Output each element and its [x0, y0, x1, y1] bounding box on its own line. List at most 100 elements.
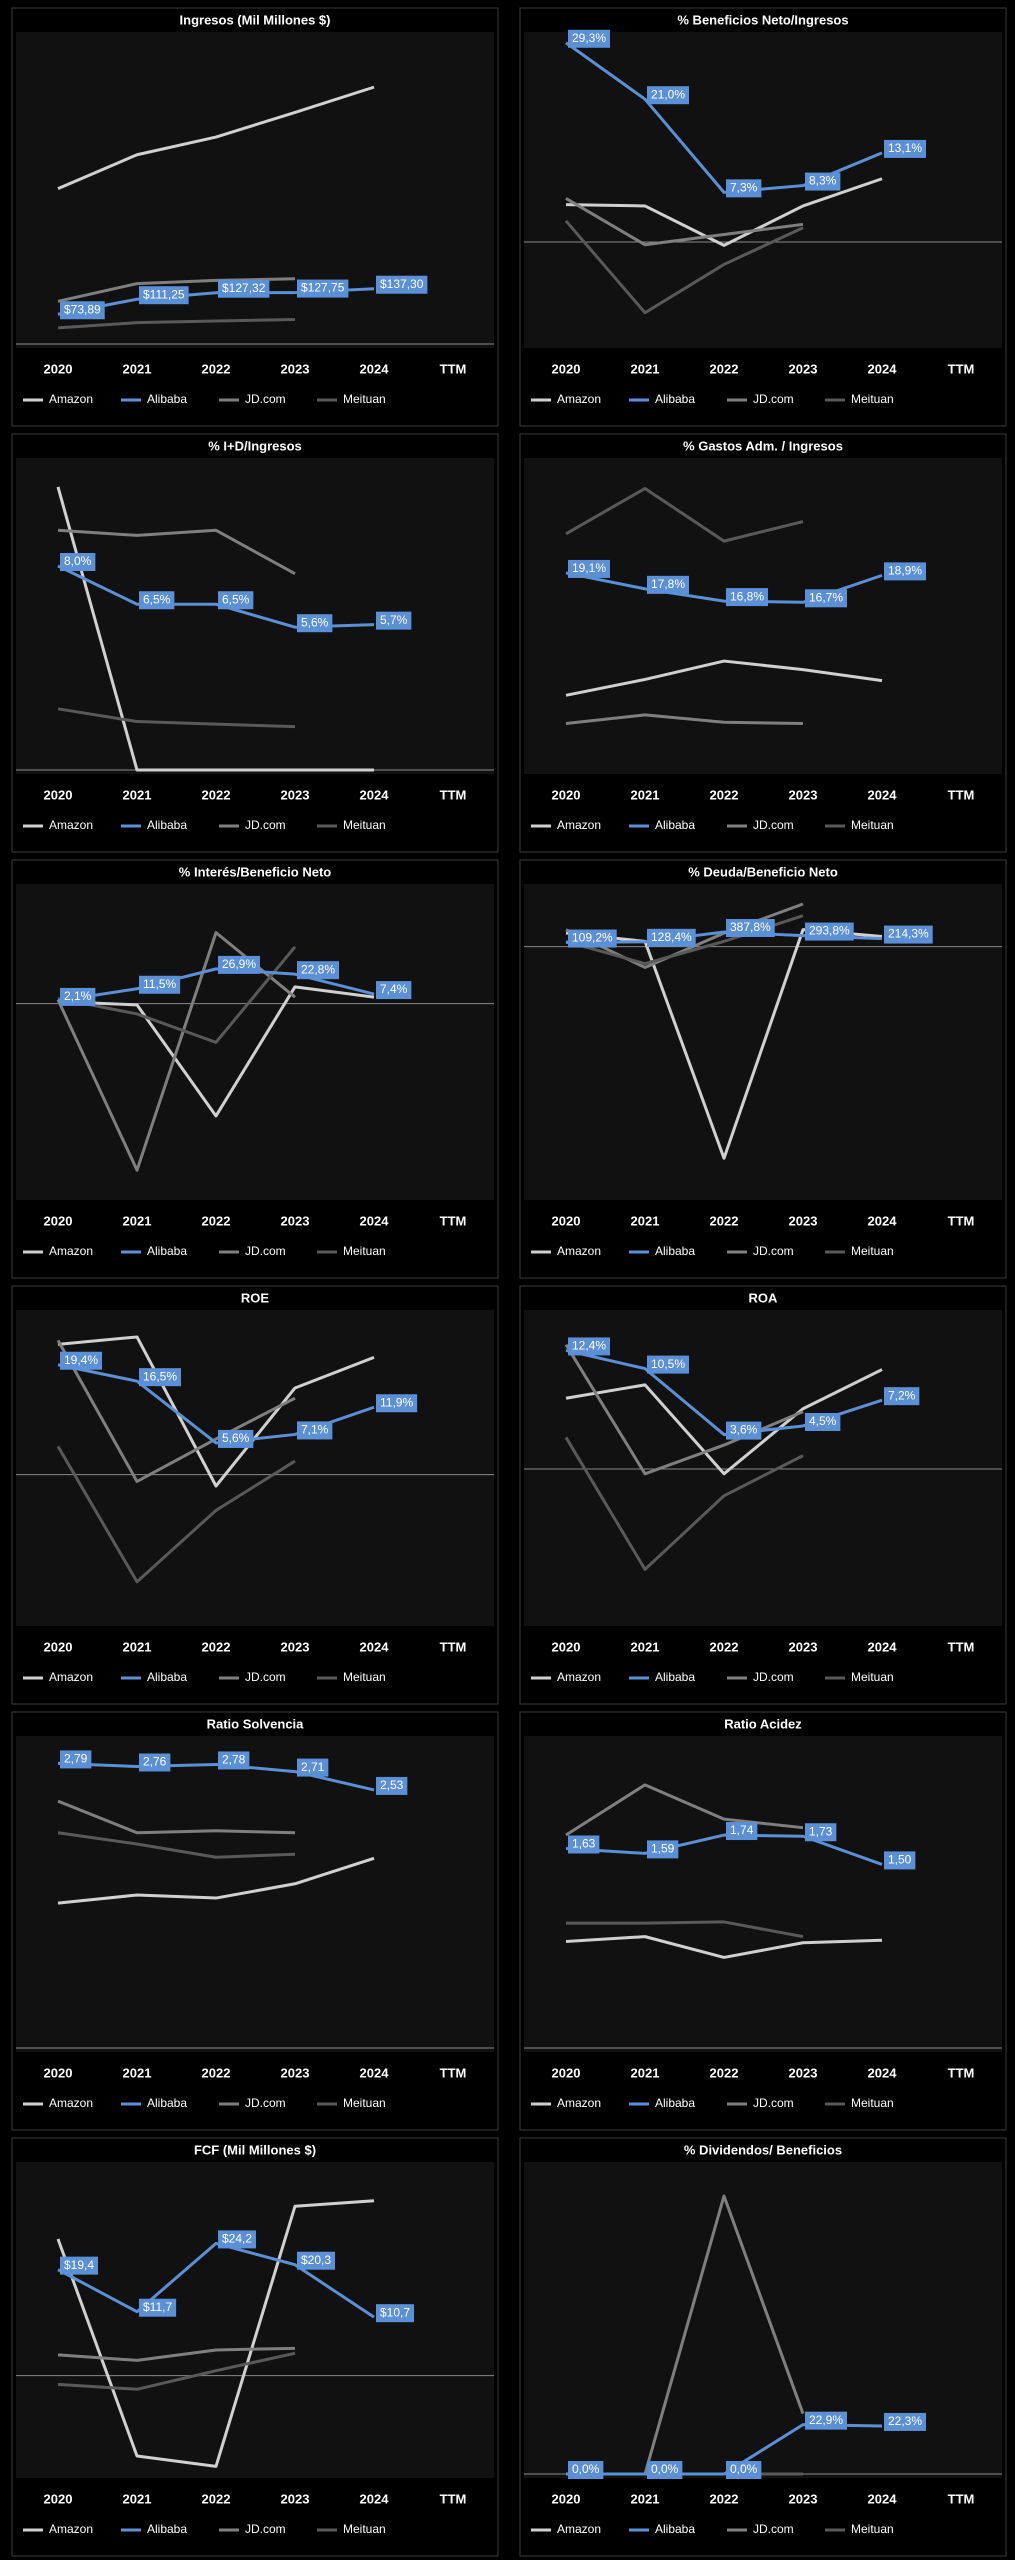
label-box: [218, 2230, 257, 2249]
data-label: 214,3%: [888, 927, 929, 941]
x-tick-label: TTM: [440, 2491, 467, 2506]
label-box: [60, 2256, 99, 2275]
label-box: [884, 562, 927, 581]
x-tick-label: 2022: [710, 787, 739, 802]
data-label: 6,5%: [222, 592, 250, 606]
data-label: $127,32: [222, 281, 266, 295]
data-label: 17,8%: [651, 577, 685, 591]
label-box: [805, 922, 854, 941]
legend-label: Amazon: [557, 392, 601, 406]
x-tick-label: 2022: [710, 2065, 739, 2080]
data-label: 26,9%: [222, 957, 256, 971]
legend-label: Amazon: [49, 392, 93, 406]
x-tick-label: 2024: [360, 1639, 390, 1654]
data-label: 293,8%: [809, 924, 850, 938]
label-box: [139, 591, 175, 610]
label-box: [60, 1750, 92, 1769]
chart-panel: FCF (Mil Millones $) 2020 2021 2022 2023 2024…: [11, 2137, 499, 2557]
series-line: [56, 2199, 375, 2468]
label-box: [884, 1387, 920, 1406]
chart-panel: % Gastos Adm. / Ingresos 2020 2021 2022 2023…: [519, 433, 1007, 853]
label-box: [726, 179, 762, 198]
data-label: 7,3%: [730, 181, 758, 195]
plot-area: [16, 32, 494, 348]
x-tick-label: 2020: [552, 361, 581, 376]
data-label: 387,8%: [730, 920, 771, 934]
legend-label: Meituan: [851, 2522, 894, 2536]
legend-label: Meituan: [343, 392, 386, 406]
chart-title: % Deuda/Beneficio Neto: [688, 864, 838, 879]
legend-label: JD.com: [245, 2096, 286, 2110]
legend-label: Amazon: [49, 818, 93, 832]
legend-label: Meituan: [343, 818, 386, 832]
series-line: [565, 713, 804, 725]
label-box: [218, 955, 261, 974]
x-tick-label: 2022: [202, 2065, 231, 2080]
series-line: [57, 85, 375, 190]
data-label: $137,30: [380, 277, 424, 291]
x-tick-label: TTM: [440, 787, 467, 802]
x-tick-label: 2022: [202, 787, 231, 802]
data-label: 5,6%: [222, 1431, 250, 1445]
x-tick-label: 2022: [710, 1639, 739, 1654]
data-label: 5,6%: [301, 615, 329, 629]
label-box: [297, 1758, 329, 1777]
x-tick-label: 2020: [44, 787, 73, 802]
data-label: 1,59: [651, 1842, 675, 1856]
chart-title: % Beneficios Neto/Ingresos: [677, 12, 848, 27]
data-label: 0,0%: [651, 2462, 679, 2476]
x-tick-label: 2023: [789, 1639, 818, 1654]
data-label: 19,4%: [64, 1353, 98, 1367]
legend-label: Amazon: [557, 1244, 601, 1258]
label-box: [376, 1394, 418, 1413]
series-line: [57, 277, 296, 303]
plot-area: [524, 2162, 1002, 2478]
x-tick-label: 2021: [123, 2491, 152, 2506]
label-box: [297, 2251, 336, 2270]
x-tick-label: TTM: [440, 1639, 467, 1654]
chart-panel: % Dividendos/ Beneficios 2020 2021 2022 2023…: [519, 2137, 1007, 2557]
data-label: 0,0%: [572, 2462, 600, 2476]
label-box: [376, 1776, 408, 1795]
chart-title: Ingresos (Mil Millones $): [180, 12, 331, 27]
label-box: [297, 961, 340, 980]
x-tick-label: 2022: [710, 1213, 739, 1228]
chart-title: % Gastos Adm. / Ingresos: [683, 438, 843, 453]
legend-label: JD.com: [753, 2096, 794, 2110]
label-box: [568, 559, 611, 578]
label-box: [647, 1840, 679, 1859]
legend-label: Meituan: [343, 1670, 386, 1684]
legend-label: Alibaba: [147, 2096, 187, 2110]
series-line: [564, 1436, 804, 1571]
x-tick-label: 2023: [789, 1213, 818, 1228]
legend-label: Meituan: [343, 2522, 386, 2536]
legend-label: JD.com: [245, 2522, 286, 2536]
label-box: [647, 86, 690, 105]
data-label: 12,4%: [572, 1339, 606, 1353]
legend-label: Amazon: [557, 2522, 601, 2536]
chart-panel: % Beneficios Neto/Ingresos 2020 2021 2022 20…: [519, 7, 1007, 427]
legend-label: JD.com: [753, 1670, 794, 1684]
series-line: [57, 317, 296, 330]
label-box: [376, 2304, 415, 2323]
legend-label: Alibaba: [147, 1670, 187, 1684]
x-tick-label: 2020: [552, 787, 581, 802]
legend-label: JD.com: [753, 392, 794, 406]
data-label: 109,2%: [572, 931, 613, 945]
data-label: $73,89: [64, 302, 101, 316]
x-tick-label: 2024: [360, 2491, 390, 2506]
data-label: 6,5%: [143, 592, 171, 606]
x-tick-label: 2020: [552, 1639, 581, 1654]
x-tick-label: 2024: [868, 787, 898, 802]
label-box: [884, 1851, 916, 1870]
x-tick-label: 2022: [202, 2491, 231, 2506]
x-tick-label: 2020: [44, 361, 73, 376]
data-label: 7,2%: [888, 1388, 916, 1402]
legend-label: Amazon: [49, 1670, 93, 1684]
data-label: 11,9%: [380, 1395, 413, 1409]
x-tick-label: 2024: [360, 1213, 390, 1228]
series-line: [564, 1343, 804, 1476]
label-box: [568, 929, 617, 948]
chart-panel: % I+D/Ingresos 2020 2021 2022 2023 2024 TTM 8,0…: [11, 433, 499, 853]
series-line: [57, 2351, 296, 2391]
